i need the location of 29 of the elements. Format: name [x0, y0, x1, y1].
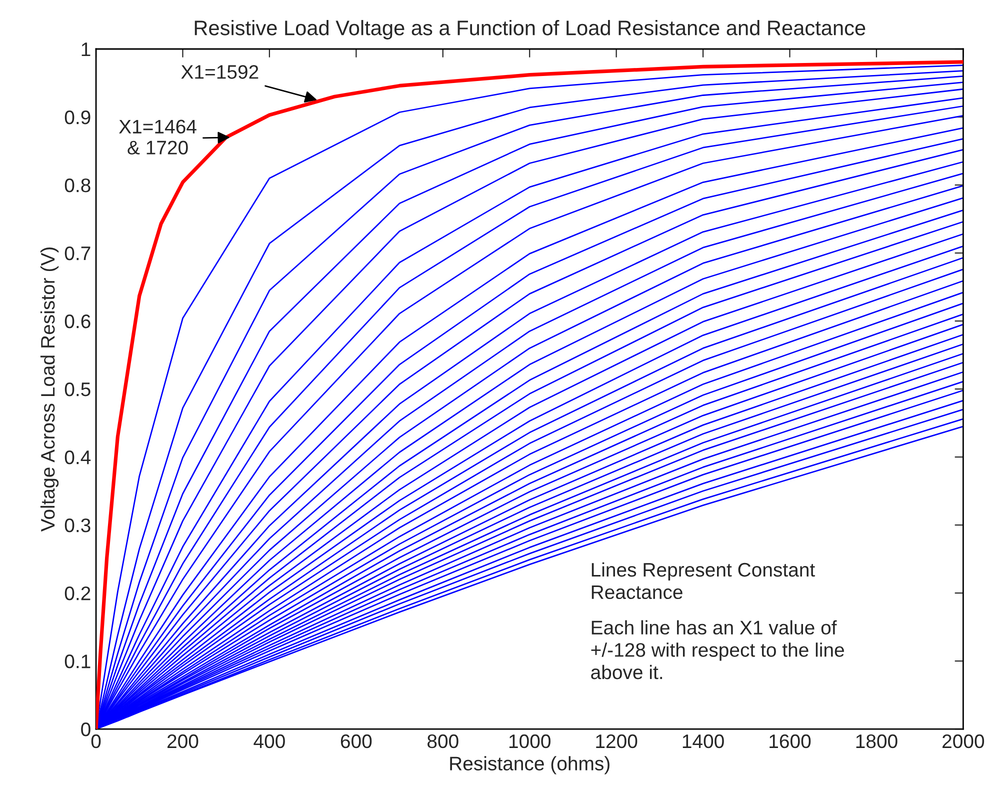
x-tick-label: 400	[254, 734, 285, 748]
x-tick-label: 200	[167, 734, 198, 748]
x-tick-label: 1400	[682, 734, 724, 748]
y-tick-label: 0.5	[64, 382, 90, 396]
annotation: X1=1464 & 1720	[119, 120, 196, 154]
x-axis-title: Resistance (ohms)	[450, 756, 610, 774]
x-tick-label: 1600	[770, 734, 811, 748]
y-tick-label: 0.3	[64, 518, 90, 532]
y-tick-label: 1	[82, 42, 90, 56]
y-tick-label: 0.9	[64, 110, 90, 124]
x-tick-label: 0	[91, 734, 101, 748]
y-tick-label: 0.4	[64, 450, 91, 464]
x-tick-label: 1200	[596, 734, 638, 748]
annotation: X1=1592	[181, 65, 258, 79]
y-tick-label: 0.1	[64, 654, 90, 668]
y-tick-label: 0	[81, 722, 90, 736]
annotation: Lines Represent Constant Reactance	[592, 562, 815, 600]
y-tick-label: 0.8	[64, 178, 90, 192]
x-tick-label: 1800	[856, 734, 898, 748]
y-tick-label: 0.7	[64, 246, 90, 260]
x-tick-label: 2000	[942, 734, 984, 748]
chart-title: Resistive Load Voltage as a Function of Load Resistance and Reactance	[194, 20, 866, 40]
x-tick-label: 800	[428, 734, 458, 748]
y-axis-title: Voltage Across Load Resistor (V)	[40, 248, 59, 532]
annotation: Each line has an X1 value of +/-128 with respect to the line above it.	[591, 620, 844, 680]
y-tick-label: 0.2	[64, 586, 90, 600]
x-tick-label: 600	[340, 734, 372, 748]
y-tick-label: 0.6	[64, 314, 90, 328]
x-tick-label: 1000	[509, 734, 550, 748]
